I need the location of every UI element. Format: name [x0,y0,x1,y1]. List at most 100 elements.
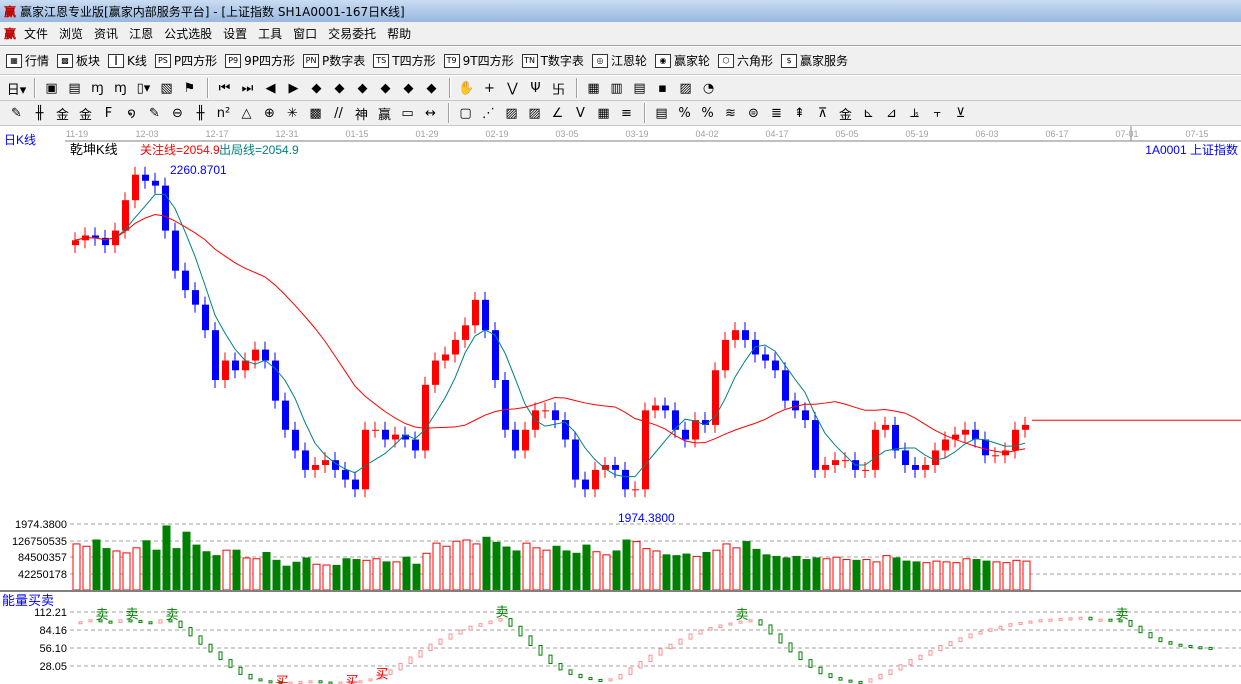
fan-icon[interactable]: ⋰ [482,105,495,121]
toolbar-button[interactable]: P9 9P四方形 [225,52,295,69]
clipboard-icon[interactable]: ▤ [68,80,81,96]
crosshair-icon[interactable]: + [484,80,495,96]
book-icon[interactable]: ▤ [633,80,646,96]
toolbox-icon[interactable]: ▨ [679,80,692,96]
gold-line-icon[interactable]: 金 [55,107,69,123]
map-icon[interactable]: ▧ [160,80,173,96]
table-icon[interactable]: ▤ [655,105,668,121]
parallel-icon[interactable]: ╫ [196,105,205,121]
spiral-icon[interactable]: ໑ [127,105,136,121]
first-icon[interactable]: ⏮ [218,80,231,96]
toolbar-button[interactable]: ◉ 赢家轮 [654,52,710,69]
energy-bar [1038,619,1043,623]
toolbar-button[interactable]: ▦ 行情 [6,52,49,69]
speed-icon[interactable]: // [334,105,343,121]
icon-a[interactable]: ≋ [725,105,736,121]
indicator-name[interactable]: 乾坤K线 [70,142,118,157]
square-fan-icon[interactable]: ▨ [505,105,518,121]
shen-icon[interactable]: 神 [354,107,368,123]
square-fan-2-icon[interactable]: ▨ [528,105,541,121]
icon-d[interactable]: ⇞ [794,105,805,121]
pattern-icon[interactable]: 卐 [551,82,565,98]
hand-icon[interactable]: ✋ [458,80,475,96]
layout-icon[interactable]: ▣ [45,80,58,96]
web-icon[interactable]: ✳ [287,105,298,121]
pie-icon[interactable]: ◔ [702,80,715,96]
right-diamond-icon[interactable]: ◆ [334,80,345,96]
ying-icon[interactable]: 赢 [377,107,391,123]
box-icon[interactable]: ▢ [459,105,472,121]
menu-item[interactable]: 帮助 [387,27,412,41]
square-web-icon[interactable]: ▩ [309,105,322,121]
n2-icon[interactable]: n² [216,105,231,121]
pen-2-icon[interactable]: ✎ [149,105,160,121]
formula-icon[interactable]: Ψ [530,80,541,96]
menu-item[interactable]: 浏览 [59,27,84,41]
calculator-icon[interactable]: ▥ [610,80,623,96]
calendar-icon[interactable]: ▦ [587,80,600,96]
chart-9-icon[interactable]: ɱ [114,80,127,96]
menu-item[interactable]: 设置 [223,27,248,41]
menu-item[interactable]: 资讯 [94,27,119,41]
toolbar-button[interactable]: $ 赢家服务 [780,52,848,69]
pen-icon[interactable]: ✎ [11,105,22,121]
icon-i[interactable]: ⫡ [910,105,919,121]
ruler-icon[interactable]: ▭ [401,105,414,121]
flag-icon[interactable]: ⚑ [183,80,196,96]
expand-all-icon[interactable]: ◆ [426,80,437,96]
triangle-icon[interactable]: △ [241,105,252,121]
percent-icon[interactable]: % [701,105,714,121]
chart-3-icon[interactable]: ɱ [91,80,104,96]
energy-bar [158,619,163,624]
toolbar-button[interactable]: TN T数字表 [521,52,584,69]
icon-f[interactable]: 金 [838,107,852,123]
toolbar-button[interactable]: T9 9T四方形 [443,52,514,69]
circle-icon[interactable]: ⊖ [172,105,183,121]
energy-bar [178,620,183,629]
icon-g[interactable]: ⊾ [863,105,874,121]
toolbar-button[interactable]: TS T四方形 [373,52,436,69]
expand-h-icon[interactable]: ◆ [357,80,368,96]
menu-item[interactable]: 公式选股 [164,27,213,41]
target-icon[interactable]: ⊕ [264,105,275,121]
prev-icon[interactable]: ◀ [265,80,276,96]
icon-e[interactable]: ⊼ [817,105,828,121]
shrink-icon[interactable]: ◆ [380,80,391,96]
candle-type-icon[interactable]: ▯▾ [136,80,151,96]
percent-line-icon[interactable]: % [678,105,691,121]
v-icon[interactable]: V [576,105,585,121]
toolbar-button[interactable]: ◎ 江恩轮 [591,52,647,69]
toolbar-button[interactable]: ┃ K线 [108,52,147,69]
volume-bar [992,561,1001,591]
candle [652,405,659,411]
measure-icon[interactable]: ↔ [425,105,436,121]
menu-item[interactable]: 交易委托 [328,27,377,41]
icon-b[interactable]: ⊜ [748,105,759,121]
draw-line-icon[interactable]: ⋁ [507,80,518,96]
toolbar-button[interactable]: PS P四方形 [154,52,217,69]
expand-v-icon[interactable]: ◆ [403,80,414,96]
menu-item[interactable]: 文件 [24,27,49,41]
period-day-icon[interactable]: 日▾ [6,82,27,98]
left-diamond-icon[interactable]: ◆ [311,80,322,96]
menu-item[interactable]: 窗口 [293,27,318,41]
menu-item[interactable]: 江恩 [129,27,154,41]
eq-icon[interactable]: ≡ [621,105,632,121]
icon-h[interactable]: ⊿ [886,105,897,121]
last-icon[interactable]: ⏭ [241,80,254,96]
lines-icon[interactable]: ╫ [35,105,44,121]
menu-item[interactable]: 工具 [258,27,283,41]
icon-j[interactable]: ⫟ [933,105,942,121]
toolbar-button[interactable]: PN P数字表 [303,52,365,69]
gold-line-2-icon[interactable]: 金 [78,107,92,123]
icon-k[interactable]: ⊻ [955,105,966,121]
next-icon[interactable]: ▶ [288,80,299,96]
kline-chart[interactable]: 日K线 11-19 12-03 12-17 12-31 01-15 01-29 02-19 0… [0,126,1241,684]
toolbar-button[interactable]: ⬡ 六角形 [717,52,773,69]
save-icon[interactable]: ▪ [658,80,667,96]
grid-icon[interactable]: ▦ [597,105,610,121]
icon-c[interactable]: ≣ [771,105,782,121]
toolbar-button[interactable]: ▩ 板块 [57,52,100,69]
angle-icon[interactable]: ∠ [551,105,564,121]
f-line-icon[interactable]: F [104,105,113,121]
